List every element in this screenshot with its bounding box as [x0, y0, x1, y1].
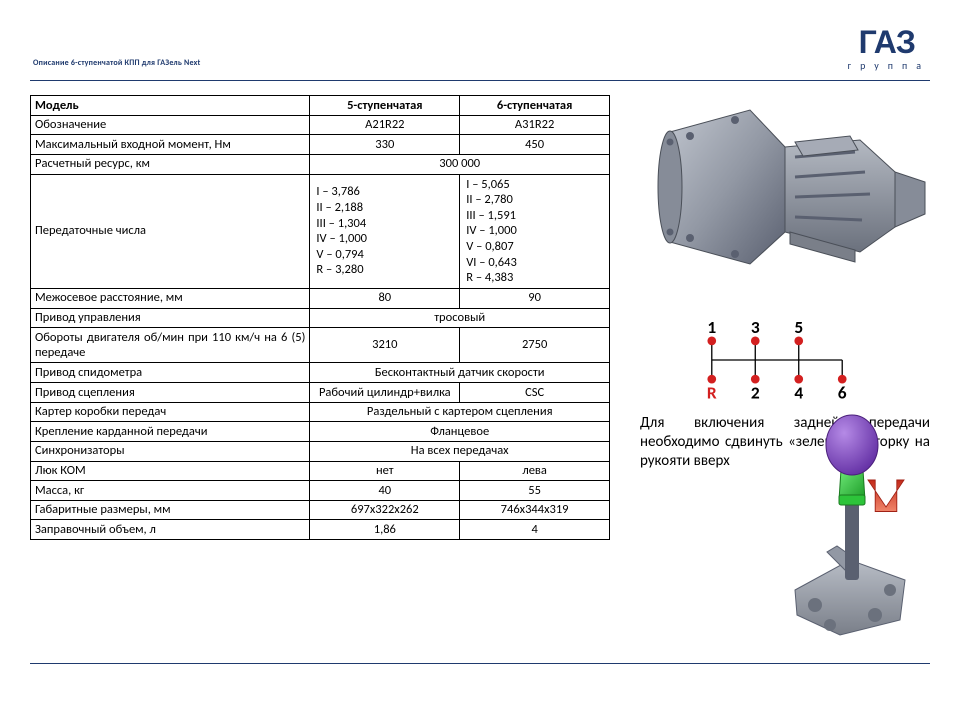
- table-row: Заправочный объем, л 1,86 4: [31, 520, 610, 540]
- table-row: Крепление карданной передачи Фланцевое: [31, 422, 610, 442]
- spec-table: Модель 5-ступенчатая 6-ступенчатая Обозн…: [30, 95, 610, 540]
- table-row: Привод сцепления Рабочий цилиндр+вилка C…: [31, 383, 610, 403]
- shifter-render: [755, 400, 935, 640]
- shift-pattern-diagram: 1R32546: [677, 310, 877, 410]
- table-row: Картер коробки передач Раздельный с карт…: [31, 402, 610, 422]
- table-row: Синхронизаторы На всех передачах: [31, 441, 610, 461]
- table-row: Межосевое расстояние, мм 80 90: [31, 288, 610, 308]
- header-rule: [30, 80, 930, 81]
- logo-subtext: группа: [848, 59, 930, 72]
- table-row: Обороты двигателя об/мин при 110 км/ч на…: [31, 328, 610, 363]
- table-row: Обозначение А21R22 А31R22: [31, 115, 610, 135]
- footer-rule: [30, 663, 930, 664]
- table-row: Расчетный ресурс, км 300 000: [31, 154, 610, 174]
- svg-text:R: R: [707, 381, 717, 403]
- table-row: Масса, кг 40 55: [31, 481, 610, 501]
- page-title: Описание 6-ступенчатой КПП для ГАЗель Ne…: [33, 58, 200, 68]
- svg-text:5: 5: [794, 316, 803, 338]
- th-model: Модель: [31, 96, 310, 116]
- logo-text: ГАЗ: [844, 28, 930, 57]
- svg-text:1: 1: [707, 316, 716, 338]
- table-row: Привод спидометра Бесконтактный датчик с…: [31, 363, 610, 383]
- table-row: Привод управления тросовый: [31, 308, 610, 328]
- gearbox-render: [640, 92, 930, 282]
- th-5speed: 5-ступенчатая: [310, 96, 460, 116]
- table-row: Максимальный входной момент, Нм 330 450: [31, 135, 610, 155]
- brand-logo: ГАЗ группа: [844, 28, 930, 72]
- table-row-ratios: Передаточные числа I – 3,786II – 2,188II…: [31, 174, 610, 288]
- ratios-6speed: I – 5,065II – 2,780III – 1,591IV – 1,000…: [460, 174, 610, 288]
- th-6speed: 6-ступенчатая: [460, 96, 610, 116]
- table-row: Люк КОМ нет лева: [31, 461, 610, 481]
- ratios-5speed: I – 3,786II – 2,188III – 1,304IV – 1,000…: [310, 174, 460, 288]
- svg-text:3: 3: [751, 316, 760, 338]
- table-row: Габаритные размеры, мм 697х322х262 746х3…: [31, 500, 610, 520]
